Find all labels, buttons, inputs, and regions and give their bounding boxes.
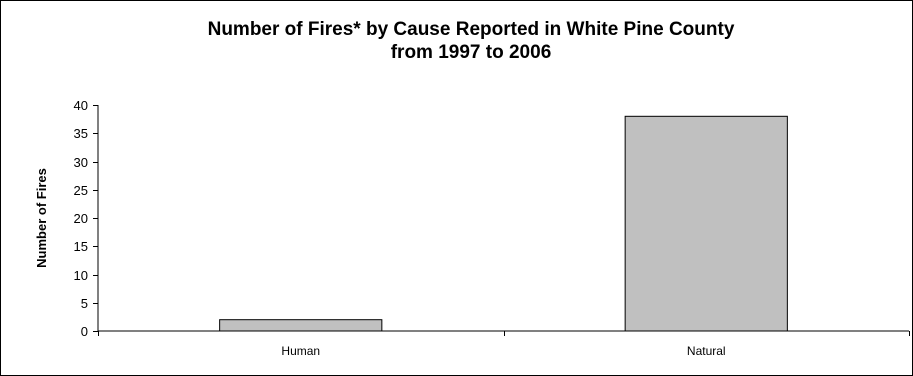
bar-human: [219, 319, 383, 332]
y-tick-label: 20: [74, 211, 88, 226]
chart-title-line2: from 1997 to 2006: [391, 42, 552, 63]
y-tick-label: 40: [74, 98, 88, 113]
y-tick-label: 25: [74, 183, 88, 198]
y-axis-label: Number of Fires: [34, 168, 49, 268]
y-tick-label: 35: [74, 126, 88, 141]
y-tick-label: 10: [74, 268, 88, 283]
y-tick-label: 5: [81, 296, 88, 311]
y-tick-label: 0: [81, 324, 88, 339]
x-category-label: Natural: [687, 344, 726, 358]
plot-area: 0 5 10 15 20 25 30 35 40 Human Natural: [74, 98, 910, 358]
y-tick-label: 15: [74, 239, 88, 254]
bar-natural: [624, 115, 788, 332]
x-category-label: Human: [281, 344, 320, 358]
chart-title: Number of Fires* by Cause Reported in Wh…: [208, 19, 735, 40]
y-tick-label: 30: [74, 155, 88, 170]
